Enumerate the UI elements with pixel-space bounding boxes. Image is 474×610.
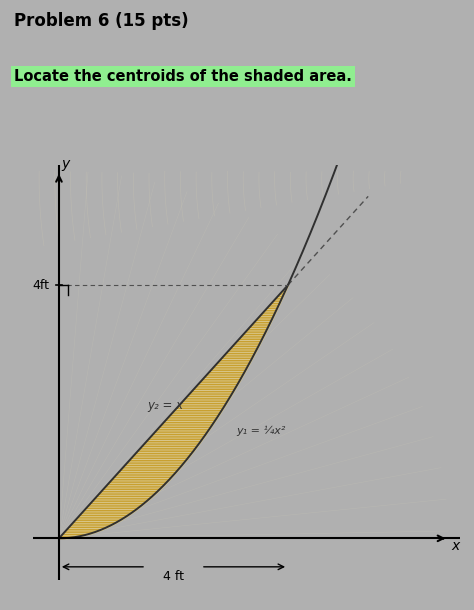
Text: Problem 6 (15 pts): Problem 6 (15 pts): [14, 12, 189, 30]
Text: Locate the centroids of the shaded area.: Locate the centroids of the shaded area.: [14, 69, 352, 84]
Text: 4ft: 4ft: [32, 279, 49, 292]
Text: y₂ = x: y₂ = x: [148, 398, 184, 412]
Text: x: x: [451, 539, 459, 553]
Text: y: y: [62, 157, 70, 171]
Text: 4 ft: 4 ft: [163, 570, 184, 583]
Text: y₁ = ¼x²: y₁ = ¼x²: [237, 426, 286, 436]
